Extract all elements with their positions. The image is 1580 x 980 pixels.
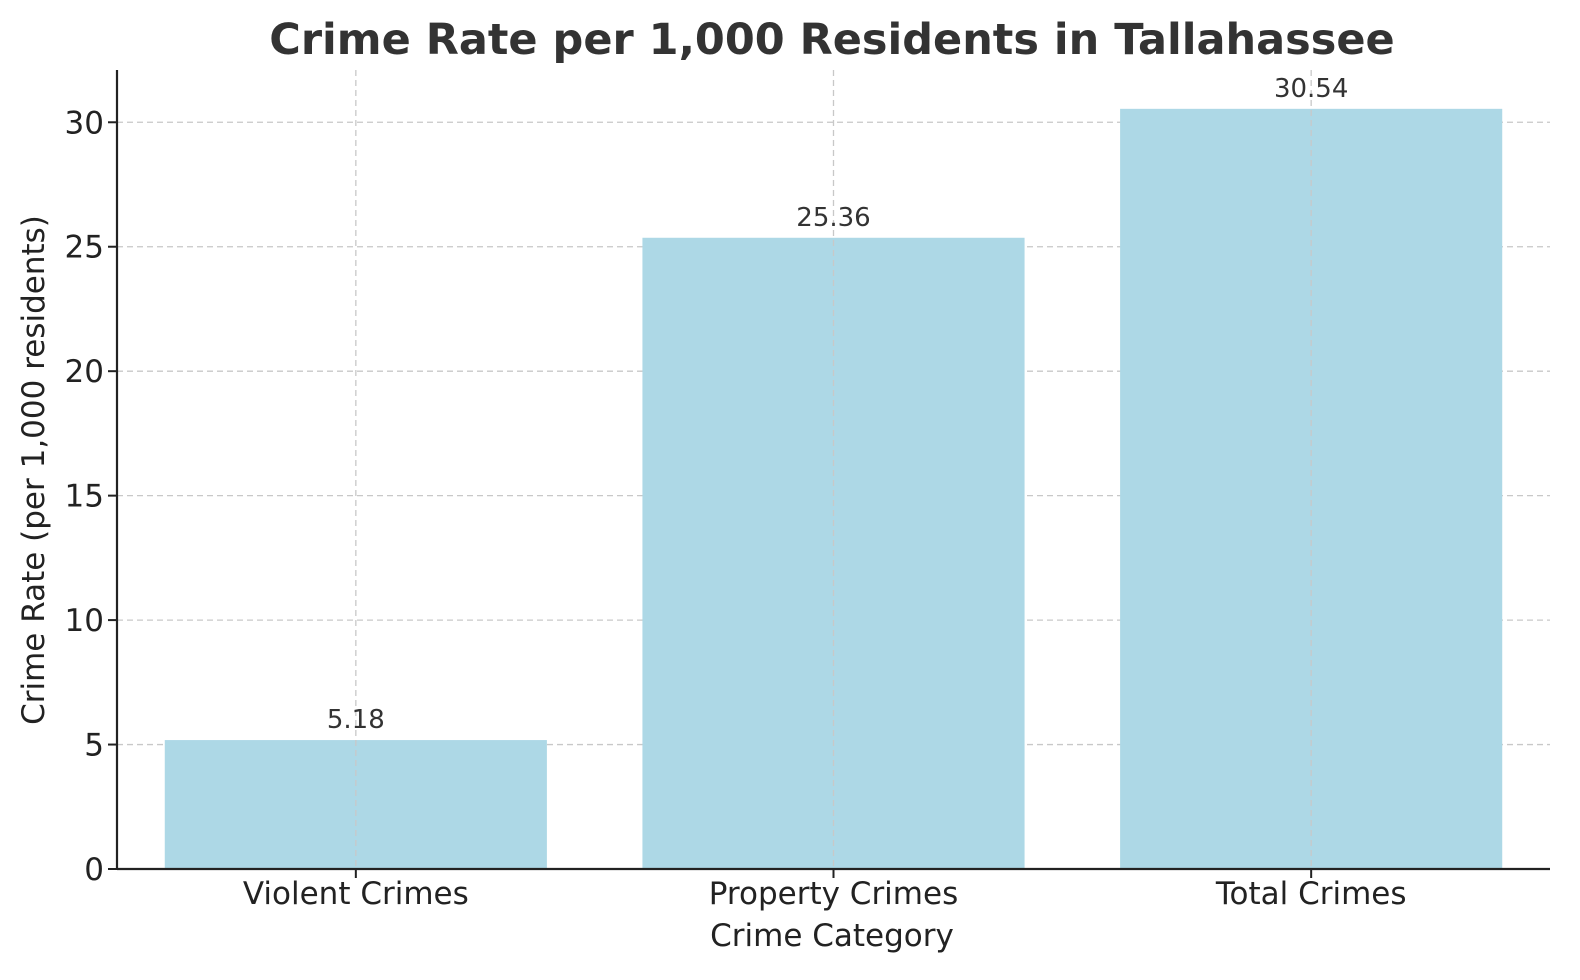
x-tick-label: Violent Crimes bbox=[243, 876, 469, 912]
x-axis-label: Crime Category bbox=[710, 918, 954, 954]
vertical-grid-layer bbox=[355, 70, 1312, 869]
x-tick-label: Total Crimes bbox=[1215, 876, 1407, 912]
data-label: 25.36 bbox=[796, 203, 870, 233]
y-tick-label: 5 bbox=[84, 728, 104, 764]
y-tick-label: 30 bbox=[65, 105, 104, 141]
chart-title: Crime Rate per 1,000 Residents in Tallah… bbox=[269, 15, 1394, 65]
data-label: 30.54 bbox=[1274, 74, 1348, 104]
data-labels-layer: 5.18 25.36 30.54 bbox=[327, 74, 1348, 735]
y-tick-label: 10 bbox=[65, 603, 104, 639]
y-axis-label: Crime Rate (per 1,000 residents) bbox=[16, 215, 52, 725]
y-tick-label: 25 bbox=[65, 230, 104, 266]
axes-layer: 0 5 10 15 20 25 30 Violent Crimes Property Crime… bbox=[65, 70, 1550, 912]
y-tick-label: 20 bbox=[65, 354, 104, 390]
x-tick-label: Property Crimes bbox=[709, 876, 958, 912]
data-label: 5.18 bbox=[327, 705, 385, 735]
y-tick-label: 15 bbox=[65, 479, 104, 515]
y-tick-label: 0 bbox=[84, 852, 104, 888]
